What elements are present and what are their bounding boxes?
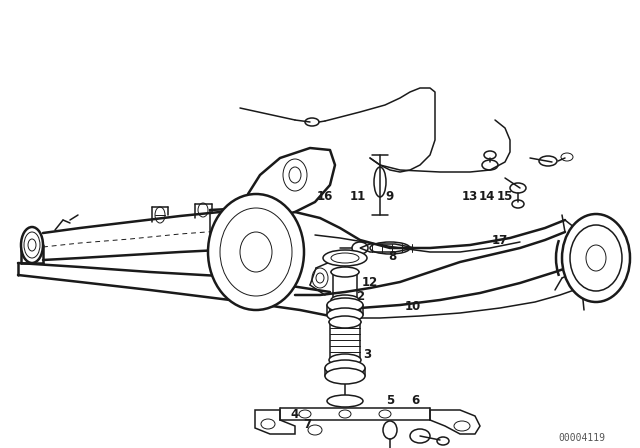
Ellipse shape xyxy=(331,295,359,305)
Ellipse shape xyxy=(329,354,361,366)
Text: 16: 16 xyxy=(317,190,333,203)
Text: 5: 5 xyxy=(386,393,394,406)
Ellipse shape xyxy=(329,316,361,328)
Text: 3: 3 xyxy=(363,349,371,362)
Ellipse shape xyxy=(327,308,363,322)
Text: 15: 15 xyxy=(497,190,513,203)
Ellipse shape xyxy=(327,298,363,312)
Text: 2: 2 xyxy=(356,289,364,302)
Text: 6: 6 xyxy=(411,393,419,406)
Ellipse shape xyxy=(331,267,359,277)
Text: 7: 7 xyxy=(303,418,311,431)
Text: 12: 12 xyxy=(362,276,378,289)
Text: 11: 11 xyxy=(350,190,366,203)
Ellipse shape xyxy=(562,214,630,302)
Ellipse shape xyxy=(325,360,365,376)
Ellipse shape xyxy=(323,250,367,266)
Text: 00004119: 00004119 xyxy=(559,433,605,443)
Text: 14: 14 xyxy=(479,190,495,203)
Ellipse shape xyxy=(327,395,363,407)
Text: 4: 4 xyxy=(291,409,299,422)
Ellipse shape xyxy=(325,368,365,384)
Text: 13: 13 xyxy=(462,190,478,203)
Text: 17: 17 xyxy=(492,233,508,246)
Ellipse shape xyxy=(208,194,304,310)
Text: 9: 9 xyxy=(386,190,394,203)
Text: 1: 1 xyxy=(356,303,364,316)
Text: 8: 8 xyxy=(388,250,396,263)
Text: 10: 10 xyxy=(405,301,421,314)
Ellipse shape xyxy=(21,227,43,263)
